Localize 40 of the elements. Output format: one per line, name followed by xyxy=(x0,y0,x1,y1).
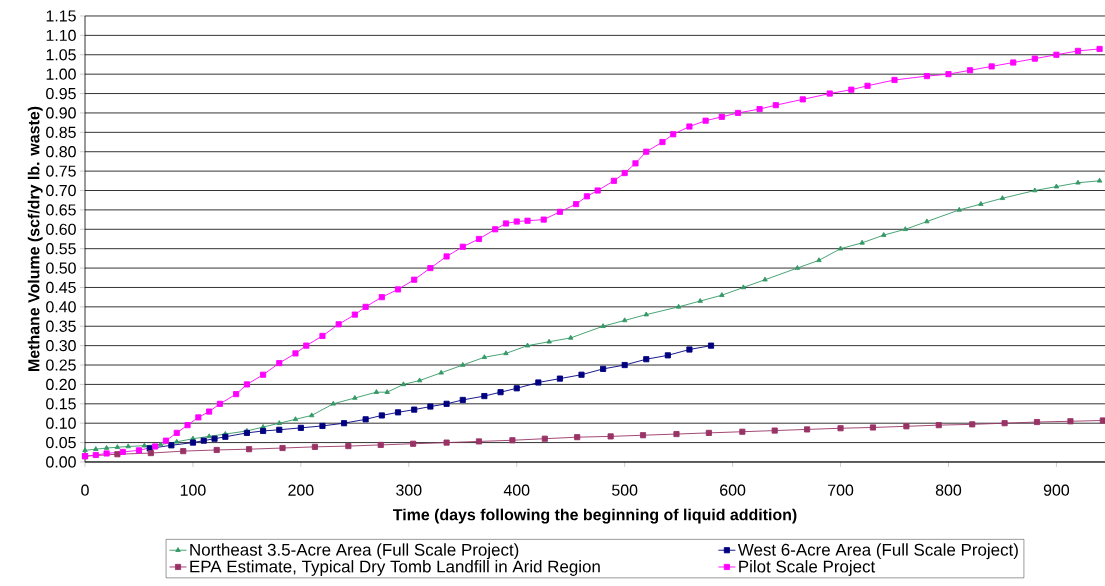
y-tick-label: 0.25 xyxy=(46,359,76,371)
y-tick-label: 1.05 xyxy=(46,49,76,61)
y-tick-label: 1.15 xyxy=(46,10,76,22)
x-tick-label: 200 xyxy=(288,484,314,496)
y-axis-title: Methane Volume (scf/dry lb. waste) xyxy=(27,106,43,371)
x-axis-title: Time (days following the beginning of liquid addition) xyxy=(392,508,797,524)
y-tick-label: 0.65 xyxy=(46,204,76,216)
y-tick-label: 0.35 xyxy=(46,320,76,332)
y-tick-label: 0.75 xyxy=(46,165,76,177)
legend-label: EPA Estimate, Typical Dry Tomb Landfill in Arid Region xyxy=(190,560,600,576)
y-tick-label: 0.85 xyxy=(46,126,76,138)
y-tick-label: 0.90 xyxy=(46,107,76,119)
y-tick-label: 0.80 xyxy=(46,146,76,158)
y-tick-label: 0.55 xyxy=(46,243,76,255)
y-tick-label: 0.95 xyxy=(46,87,76,100)
y-tick-label: 0.20 xyxy=(46,378,76,391)
x-tick-label: 800 xyxy=(935,484,962,496)
y-tick-label: 0.15 xyxy=(46,398,76,410)
x-tick-label: 900 xyxy=(1043,484,1070,496)
y-tick-label: 0.05 xyxy=(46,436,76,449)
y-tick-label: 0.60 xyxy=(46,223,76,235)
y-tick-label: 1.10 xyxy=(46,29,76,42)
y-tick-label: 0.00 xyxy=(46,456,76,468)
x-tick-label: 100 xyxy=(180,484,206,496)
y-tick-label: 0.50 xyxy=(46,262,76,274)
x-tick-label: 300 xyxy=(396,484,422,496)
x-tick-label: 700 xyxy=(828,484,854,496)
legend-label: West 6-Acre Area (Full Scale Project) xyxy=(737,543,1018,560)
legend-label: Northeast 3.5-Acre Area (Full Scale Project) xyxy=(190,543,519,560)
x-tick-label: 0 xyxy=(81,484,89,496)
legend-label: Pilot Scale Project xyxy=(739,560,876,576)
x-tick-label: 500 xyxy=(612,484,638,496)
y-tick-label: 0.30 xyxy=(46,340,76,352)
y-tick-label: 0.40 xyxy=(46,301,76,313)
y-tick-label: 1.00 xyxy=(46,68,76,80)
y-tick-label: 0.45 xyxy=(46,281,76,294)
x-tick-label: 600 xyxy=(720,484,746,496)
x-tick-label: 400 xyxy=(503,484,530,496)
y-tick-label: 0.10 xyxy=(46,417,76,429)
y-tick-label: 0.70 xyxy=(46,184,76,197)
